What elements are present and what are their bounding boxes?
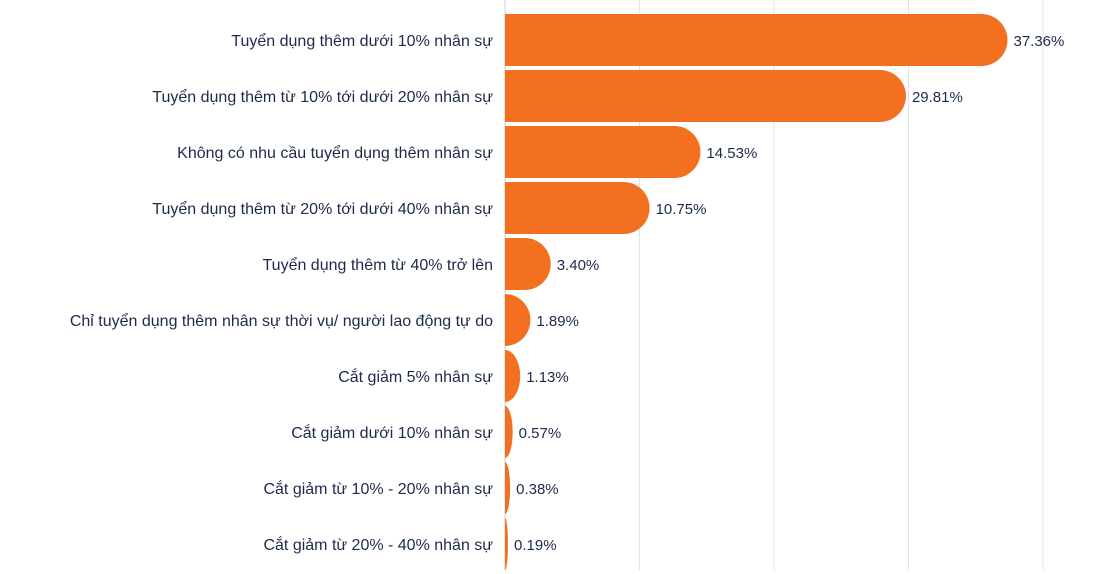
value-label: 3.40% — [557, 257, 600, 274]
value-label: 0.19% — [514, 537, 557, 554]
category-label: Cắt giảm dưới 10% nhân sự — [291, 423, 493, 442]
category-label: Không có nhu cầu tuyển dụng thêm nhân sự — [177, 144, 493, 162]
bars — [505, 14, 1008, 570]
value-label: 0.57% — [519, 425, 562, 442]
value-label: 37.36% — [1013, 33, 1064, 50]
bar — [505, 238, 551, 290]
value-labels: 37.36% 29.81% 14.53% 10.75% 3.40% 1.89% 1.13% 0… — [514, 33, 1064, 554]
bar — [505, 518, 508, 570]
category-label: Cắt giảm 5% nhân sự — [338, 367, 493, 386]
category-label: Chỉ tuyển dụng thêm nhân sự thời vụ/ ngư… — [70, 312, 493, 330]
category-label: Cắt giảm từ 10% - 20% nhân sự — [263, 479, 493, 498]
category-label: Tuyển dụng thêm từ 40% trở lên — [262, 256, 493, 274]
bar — [505, 182, 650, 234]
value-label: 1.89% — [536, 313, 579, 330]
category-label: Tuyển dụng thêm dưới 10% nhân sự — [231, 32, 493, 50]
bar — [505, 462, 511, 514]
category-labels: Tuyển dụng thêm dưới 10% nhân sự Tuyển dụ… — [70, 32, 493, 554]
bar — [505, 14, 1008, 66]
value-label: 29.81% — [912, 89, 963, 106]
value-label: 0.38% — [516, 481, 559, 498]
bar — [505, 406, 513, 458]
bar — [505, 70, 906, 122]
bar — [505, 350, 521, 402]
value-label: 1.13% — [526, 369, 569, 386]
bar — [505, 294, 531, 346]
category-label: Tuyển dụng thêm từ 10% tới dưới 20% nhân… — [152, 88, 493, 106]
bar — [505, 126, 701, 178]
value-label: 14.53% — [706, 145, 757, 162]
value-label: 10.75% — [656, 201, 707, 218]
category-label: Cắt giảm từ 20% - 40% nhân sự — [263, 535, 493, 554]
category-label: Tuyển dụng thêm từ 20% tới dưới 40% nhân… — [152, 200, 493, 218]
